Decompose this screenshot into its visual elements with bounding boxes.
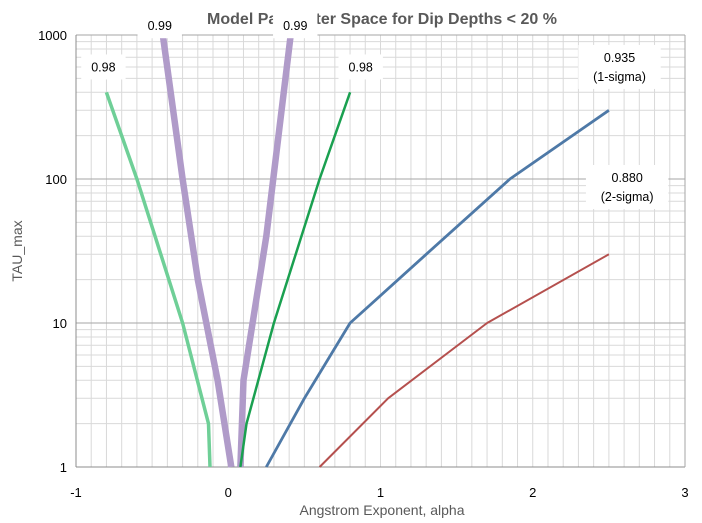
data-label-2: 0.99	[137, 13, 182, 39]
data-label-box	[585, 164, 669, 209]
tick-labels: -1 0 1 2 3 1 10 100 1000	[38, 28, 689, 500]
data-labels: 0.98 0.99 0.99 0.98 0.935 (1-sigma) 0.880 (2-si…	[81, 13, 669, 209]
series-line-2	[159, 34, 235, 468]
series-line-6	[318, 253, 610, 468]
x-tick-label: -1	[70, 485, 82, 500]
y-tick-label: 1	[60, 460, 67, 475]
y-axis-title: TAU_max	[9, 220, 25, 281]
data-label-3: 0.99	[273, 13, 318, 39]
x-tick-label: 1	[377, 485, 384, 500]
x-tick-label: 3	[681, 485, 688, 500]
data-label-text: 0.99	[283, 19, 307, 33]
x-tick-label: 2	[529, 485, 536, 500]
data-label-4: 0.98	[338, 54, 383, 80]
data-label-6: 0.880 (2-sigma)	[585, 164, 669, 209]
series-line-4	[239, 91, 352, 468]
data-label-text: 0.880	[612, 171, 643, 185]
axes	[75, 35, 686, 468]
data-label-5: 0.935 (1-sigma)	[578, 44, 661, 89]
series-line-5	[265, 109, 610, 468]
y-tick-label: 100	[45, 172, 67, 187]
series-lines	[104, 34, 610, 468]
series-line-1	[104, 91, 212, 468]
data-label-text: 0.99	[148, 19, 172, 33]
data-label-text: 0.98	[349, 60, 373, 74]
data-label-box	[338, 54, 383, 80]
data-label-box	[137, 13, 182, 39]
data-label-box	[81, 54, 126, 80]
data-label-text: (1-sigma)	[593, 70, 646, 84]
data-label-box	[273, 13, 318, 39]
x-tick-label: 0	[225, 485, 232, 500]
chart-title: Model Parameter Space for Dip Depths < 2…	[207, 11, 557, 28]
y-tick-label: 1000	[38, 28, 67, 43]
series-line-3	[237, 34, 294, 468]
data-label-text: (2-sigma)	[601, 190, 654, 204]
x-axis-title: Angstrom Exponent, alpha	[300, 502, 465, 518]
data-label-text: 0.98	[91, 60, 115, 74]
gridlines	[75, 34, 686, 468]
data-label-1: 0.98	[81, 54, 126, 80]
y-tick-label: 10	[53, 316, 67, 331]
data-label-box	[578, 44, 661, 89]
data-label-text: 0.935	[604, 51, 635, 65]
